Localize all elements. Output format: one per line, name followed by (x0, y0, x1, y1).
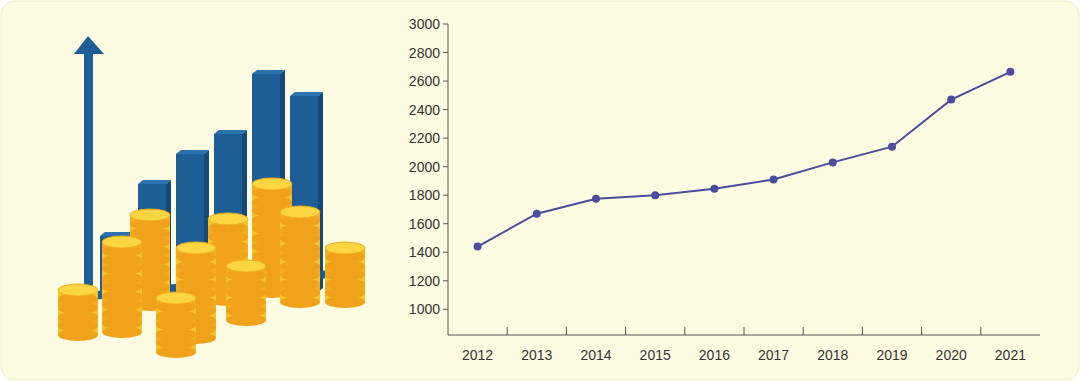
deco-bar-top (290, 92, 323, 96)
y-tick-label: 3000 (409, 16, 440, 32)
y-tick-label: 2400 (409, 102, 440, 118)
x-tick (566, 327, 567, 335)
axes: 1000 1200 1400 1600 1800 2000 2200 2400 2600 2800… (409, 16, 1040, 363)
x-tick-label: 2014 (580, 347, 611, 363)
point (651, 191, 659, 199)
series (474, 68, 1015, 251)
x-tick (625, 327, 626, 335)
deco-bar-top (176, 150, 209, 154)
point (592, 195, 600, 203)
x-tick (921, 327, 922, 335)
y-tick (443, 109, 448, 110)
x-tick-label: 2012 (462, 347, 493, 363)
x-tick (507, 327, 508, 335)
y-tick-label: 2200 (409, 130, 440, 146)
deco-coin-top (325, 242, 365, 254)
deco-arrow-shaft (84, 52, 93, 292)
deco-coin-top (102, 236, 142, 248)
point (947, 96, 955, 104)
deco-bar-top (138, 180, 171, 184)
y-tick-label: 2600 (409, 73, 440, 89)
deco-bar-top (252, 70, 285, 74)
x-tick-label: 2018 (817, 347, 848, 363)
x-tick-label: 2019 (876, 347, 907, 363)
chart-root: 1000 1200 1400 1600 1800 2000 2200 2400 2600 2800… (0, 0, 1080, 381)
x-tick (980, 327, 981, 335)
deco-coin-top (130, 209, 170, 221)
point (474, 243, 482, 251)
deco-coin-top (156, 292, 196, 304)
y-tick (443, 81, 448, 82)
x-tick-label: 2021 (995, 347, 1026, 363)
line (478, 72, 1011, 247)
y-tick (443, 309, 448, 310)
x-tick (803, 327, 804, 335)
x-tick-label: 2013 (521, 347, 552, 363)
deco-coin-top (280, 206, 320, 218)
background (1, 1, 1079, 380)
deco-bar-top (100, 232, 133, 236)
deco-arrow-head (74, 36, 104, 54)
y-tick (443, 24, 448, 25)
illustration (58, 36, 365, 358)
deco-coin-top (252, 178, 292, 190)
point (710, 185, 718, 193)
deco-coin-top (176, 242, 216, 254)
y-tick-label: 1000 (409, 301, 440, 317)
deco-coin-top (226, 260, 266, 272)
y-tick-label: 2800 (409, 45, 440, 61)
y-tick-label: 1600 (409, 216, 440, 232)
point (1006, 68, 1014, 76)
y-tick (443, 195, 448, 196)
y-tick (443, 223, 448, 224)
x-tick (744, 327, 745, 335)
deco-coin-top (58, 284, 98, 296)
y-tick (443, 138, 448, 139)
x-tick (684, 327, 685, 335)
x-tick-label: 2015 (640, 347, 671, 363)
y-tick-label: 1200 (409, 273, 440, 289)
y-tick (443, 280, 448, 281)
point (770, 176, 778, 184)
x-tick-label: 2020 (936, 347, 967, 363)
point (829, 158, 837, 166)
x-tick-label: 2017 (758, 347, 789, 363)
x-tick (862, 327, 863, 335)
deco-coin-top (208, 213, 248, 225)
point (533, 210, 541, 218)
y-tick (443, 166, 448, 167)
deco-bar-top (214, 130, 247, 134)
x-tick-label: 2016 (699, 347, 730, 363)
y-tick-label: 1400 (409, 244, 440, 260)
y-tick (443, 252, 448, 253)
y-tick (443, 52, 448, 53)
y-axis (448, 24, 449, 335)
point (888, 143, 896, 151)
y-tick-label: 1800 (409, 187, 440, 203)
chart: 1000 1200 1400 1600 1800 2000 2200 2400 2600 2800… (0, 0, 1080, 381)
y-tick-label: 2000 (409, 159, 440, 175)
